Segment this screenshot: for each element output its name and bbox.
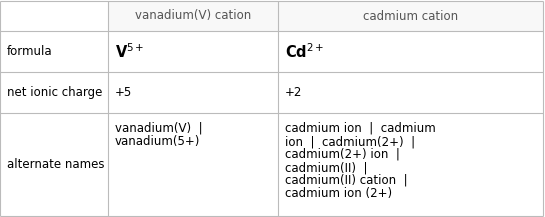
Text: alternate names: alternate names — [7, 158, 105, 171]
Text: cadmium ion (2+): cadmium ion (2+) — [285, 187, 392, 200]
Text: cadmium cation: cadmium cation — [363, 10, 458, 23]
Text: formula: formula — [7, 45, 53, 58]
Text: ion  |  cadmium(2+)  |: ion | cadmium(2+) | — [285, 135, 415, 148]
Bar — [108, 1, 278, 31]
Text: net ionic charge: net ionic charge — [7, 86, 102, 99]
Text: cadmium(2+) ion  |: cadmium(2+) ion | — [285, 148, 400, 161]
Text: V$^{5+}$: V$^{5+}$ — [115, 42, 144, 61]
Text: cadmium(II)  |: cadmium(II) | — [285, 161, 367, 174]
Text: +5: +5 — [115, 86, 132, 99]
Text: cadmium(II) cation  |: cadmium(II) cation | — [285, 174, 408, 187]
Text: vanadium(V) cation: vanadium(V) cation — [135, 10, 251, 23]
Text: vanadium(5+): vanadium(5+) — [115, 135, 201, 148]
Text: cadmium ion  |  cadmium: cadmium ion | cadmium — [285, 122, 436, 135]
Text: Cd$^{2+}$: Cd$^{2+}$ — [285, 42, 324, 61]
Text: +2: +2 — [285, 86, 302, 99]
Text: vanadium(V)  |: vanadium(V) | — [115, 122, 203, 135]
Bar — [278, 1, 543, 31]
